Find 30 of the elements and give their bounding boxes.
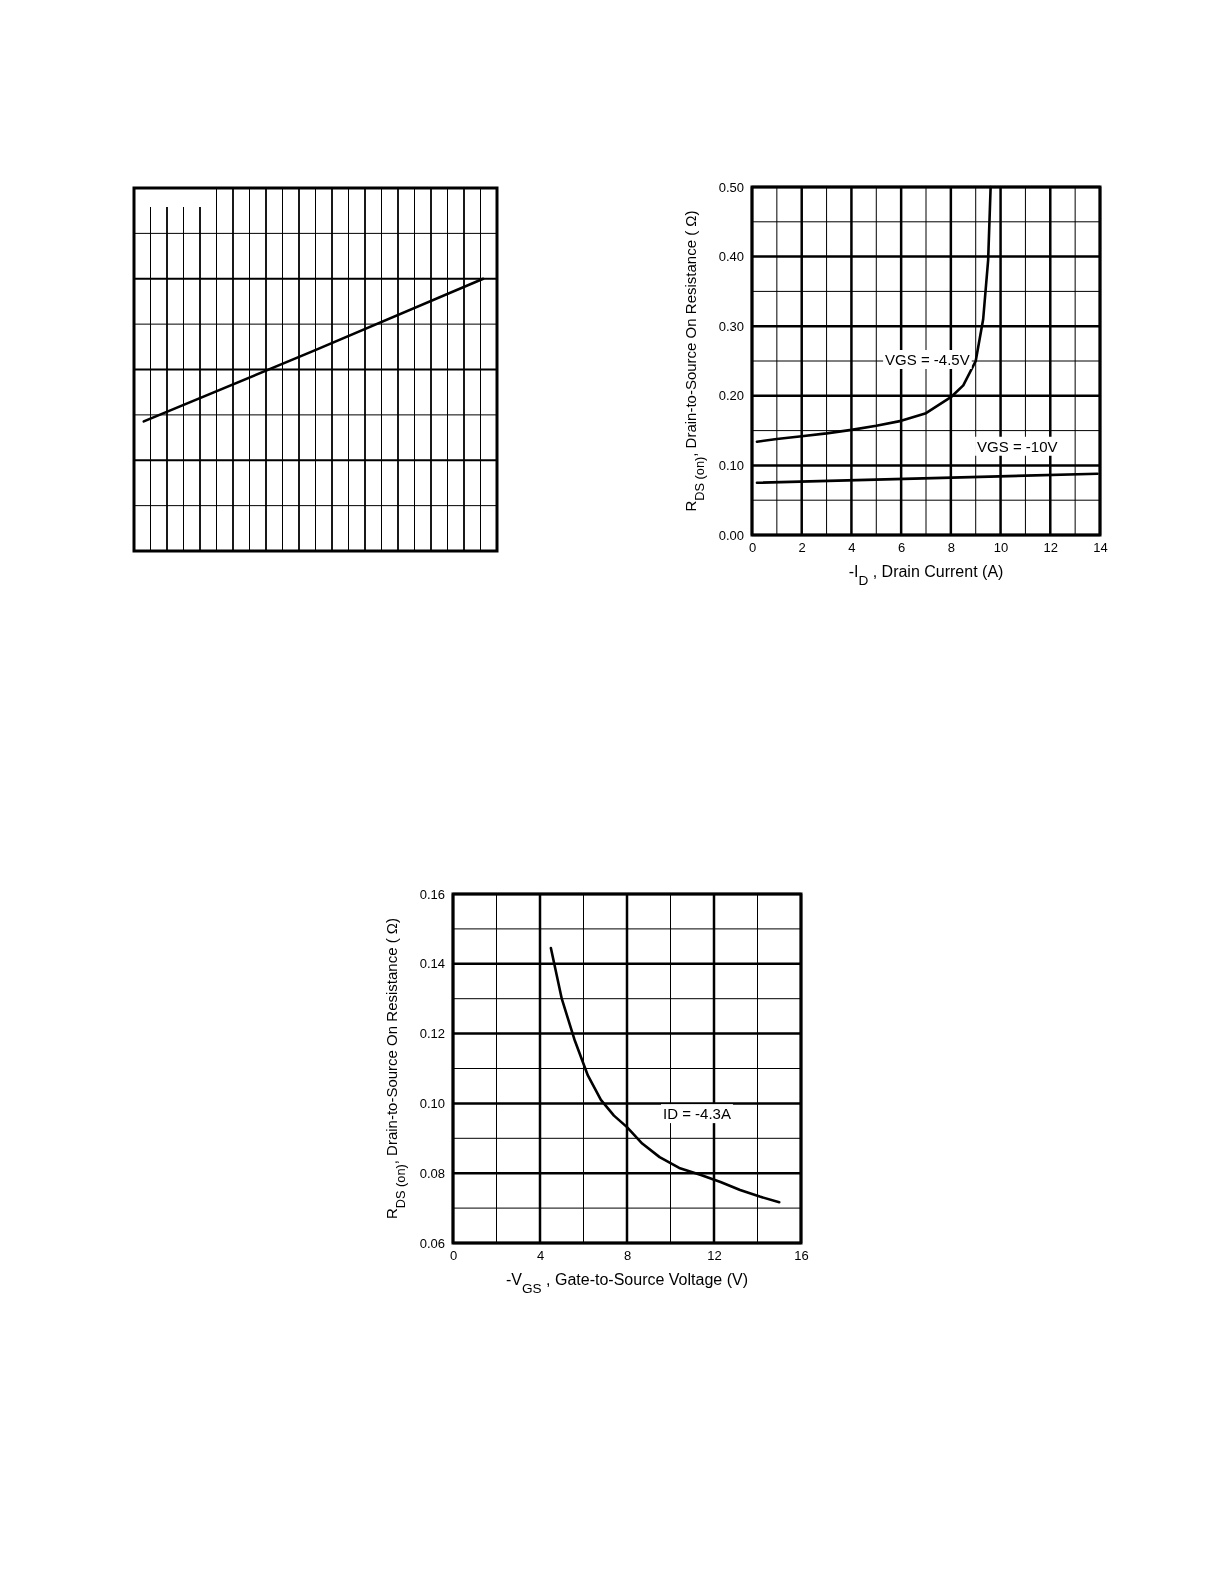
x-tick-label: 12 (1043, 540, 1059, 556)
y-tick-label: 0.30 (718, 318, 744, 334)
y-tick-label: 0.10 (718, 458, 744, 474)
y-tick-label: 0.40 (718, 249, 744, 265)
x-tick-label: 12 (707, 1248, 722, 1264)
y-tick-label: 0.20 (718, 388, 744, 404)
x-tick-label: 14 (1093, 540, 1108, 556)
x-tick-label: 4 (536, 1248, 545, 1264)
x-tick-label: 8 (623, 1248, 632, 1264)
x-tick-label: 4 (848, 540, 856, 556)
x-tick-label: 0 (449, 1248, 458, 1264)
y-tick-label: 0.00 (718, 527, 744, 543)
x-tick-label: 10 (993, 540, 1009, 556)
y-tick-label: 0.14 (419, 956, 445, 972)
y-tick-label: 0.12 (419, 1026, 445, 1042)
x-tick-label: 8 (947, 540, 955, 556)
x-tick-label: 2 (798, 540, 806, 556)
x-tick-label: 6 (898, 540, 906, 556)
series-label: ID = -4.3A (663, 1105, 731, 1123)
x-axis-title: -V$_{GS}$ , Gate-to-Source Voltage (V) (506, 1271, 748, 1296)
x-tick-label: 0 (748, 540, 757, 556)
y-tick-label: 0.50 (718, 179, 744, 195)
y-tick-label: 0.16 (419, 886, 445, 902)
x-axis-title: -I$_{D}$ , Drain Current (A) (848, 563, 1004, 588)
x-tick-label: 16 (794, 1248, 809, 1264)
series-label: VGS = -10V (977, 437, 1058, 455)
y-tick-label: 0.06 (419, 1235, 445, 1251)
y-tick-label: 0.08 (419, 1165, 445, 1181)
y-tick-label: 0.10 (419, 1096, 445, 1112)
series-label: VGS = -4.5V (885, 351, 970, 368)
